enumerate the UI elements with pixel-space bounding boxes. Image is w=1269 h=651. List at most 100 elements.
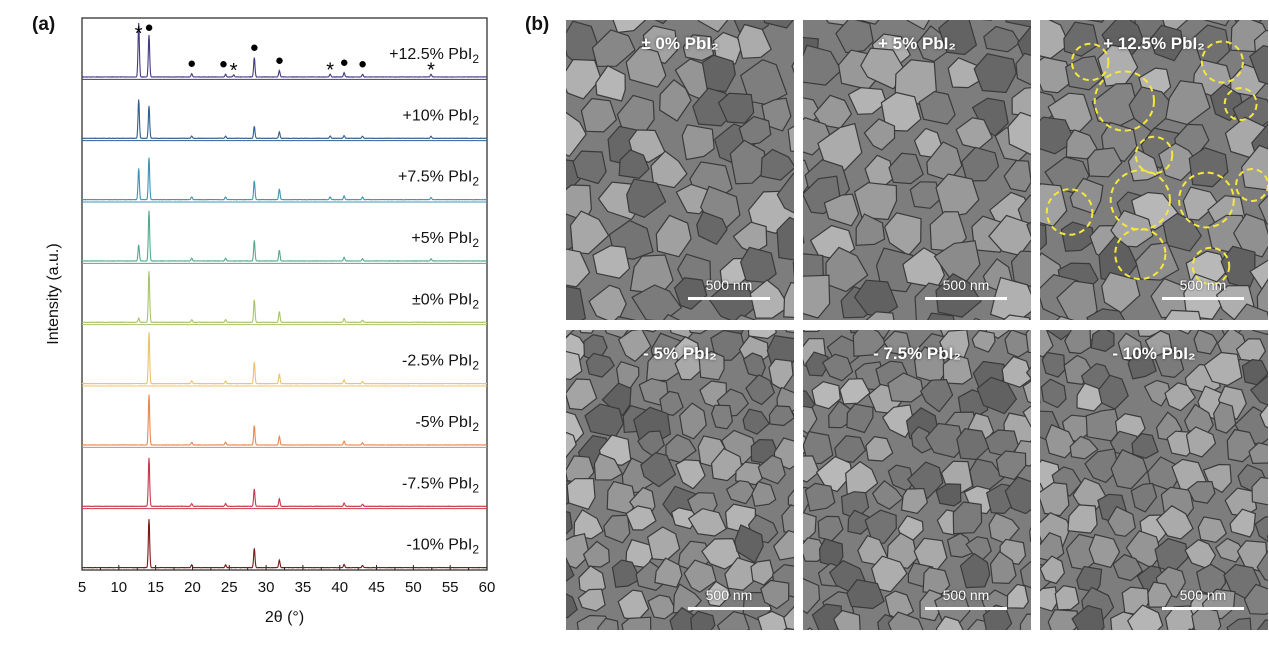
grain bbox=[1041, 351, 1066, 378]
grain bbox=[870, 555, 908, 593]
grain bbox=[918, 90, 956, 125]
series-label: +12.5% PbI2 bbox=[389, 46, 479, 66]
grain bbox=[1266, 535, 1268, 542]
grain bbox=[566, 58, 602, 100]
grain bbox=[1084, 448, 1120, 484]
sem-label: - 7.5% PbI₂ bbox=[873, 344, 961, 363]
grain bbox=[942, 354, 973, 385]
x-tick-label: 20 bbox=[184, 579, 201, 596]
grain bbox=[1029, 526, 1031, 542]
grain bbox=[846, 403, 874, 434]
dot-marker: ● bbox=[358, 56, 367, 73]
grain bbox=[566, 378, 598, 411]
grain bbox=[900, 487, 929, 515]
grain bbox=[566, 431, 577, 458]
grain bbox=[804, 482, 836, 512]
grain bbox=[1155, 505, 1194, 540]
grain bbox=[959, 552, 991, 589]
sem-label: ± 0% PbI₂ bbox=[641, 34, 719, 53]
grain bbox=[611, 559, 641, 588]
grain bbox=[1007, 111, 1031, 156]
grain bbox=[861, 20, 880, 25]
grain bbox=[593, 452, 624, 481]
series-line bbox=[81, 271, 488, 324]
grain bbox=[690, 610, 716, 630]
grain bbox=[1040, 183, 1068, 227]
grain bbox=[710, 404, 734, 430]
grain bbox=[1249, 375, 1268, 406]
grain bbox=[1254, 516, 1268, 543]
grain bbox=[618, 149, 650, 179]
grain bbox=[1256, 619, 1268, 630]
panel-b-label: (b) bbox=[525, 14, 550, 35]
series-label: +10% PbI2 bbox=[402, 107, 479, 127]
grain bbox=[1193, 330, 1218, 355]
dot-marker: ● bbox=[250, 39, 259, 56]
grain bbox=[625, 505, 657, 531]
grain bbox=[865, 311, 895, 320]
grain bbox=[579, 330, 595, 334]
grain bbox=[734, 314, 757, 320]
grain bbox=[1251, 476, 1268, 506]
grain bbox=[569, 210, 610, 255]
grain bbox=[1056, 280, 1098, 320]
grain bbox=[1040, 224, 1048, 251]
grain bbox=[1015, 52, 1031, 86]
grain bbox=[1137, 330, 1162, 338]
grain bbox=[1131, 432, 1159, 459]
dot-marker: ● bbox=[144, 19, 153, 36]
grain bbox=[946, 532, 976, 558]
grain bbox=[935, 615, 964, 630]
grain bbox=[919, 378, 954, 413]
grain bbox=[989, 276, 1031, 320]
grain bbox=[1240, 144, 1268, 191]
grain bbox=[566, 557, 575, 583]
grain bbox=[888, 152, 924, 185]
grain bbox=[595, 65, 626, 102]
grain bbox=[768, 405, 794, 427]
grain bbox=[1067, 504, 1098, 534]
grain bbox=[1188, 147, 1229, 188]
grain bbox=[1243, 583, 1268, 615]
grain bbox=[566, 511, 573, 535]
grain bbox=[973, 53, 1017, 94]
grain bbox=[1040, 116, 1076, 155]
grain bbox=[1046, 330, 1076, 341]
grain bbox=[641, 330, 657, 333]
grain bbox=[760, 148, 794, 181]
scale-bar-label: 500 nm bbox=[1179, 277, 1227, 293]
grain bbox=[750, 559, 775, 586]
grain bbox=[833, 609, 861, 630]
sem-image-plus5pct: + 5% PbI₂ 500 nm bbox=[803, 20, 1031, 320]
grain bbox=[863, 118, 896, 151]
scale-bar-label: 500 nm bbox=[942, 587, 990, 603]
scale-bar bbox=[1162, 607, 1244, 610]
grain bbox=[935, 483, 962, 507]
grain bbox=[675, 459, 706, 490]
x-axis-label: 2θ (°) bbox=[265, 609, 304, 626]
grain bbox=[806, 627, 814, 630]
grain bbox=[818, 538, 844, 568]
grain bbox=[971, 330, 996, 353]
grain bbox=[1006, 583, 1029, 609]
grain bbox=[572, 150, 607, 185]
series-line bbox=[81, 210, 488, 262]
highlight-circle bbox=[1178, 171, 1235, 229]
series-line bbox=[81, 99, 488, 140]
grain bbox=[585, 352, 615, 378]
grain bbox=[781, 504, 794, 534]
sem-image-minus10pct: - 10% PbI₂ 500 nm bbox=[1040, 330, 1268, 630]
grain bbox=[1126, 604, 1164, 630]
grain bbox=[751, 480, 777, 507]
scale-bar-label: 500 nm bbox=[705, 587, 753, 603]
grain bbox=[791, 409, 794, 417]
grain bbox=[1164, 382, 1197, 412]
grain bbox=[626, 178, 667, 218]
grain bbox=[696, 211, 728, 246]
grain bbox=[735, 461, 764, 486]
grain bbox=[1088, 533, 1121, 569]
grain bbox=[566, 350, 583, 381]
xrd-chart: 5 10 15 20 25 30 35 40 45 50 55 60 2θ (°) Intensity (… bbox=[45, 17, 495, 626]
grain bbox=[783, 281, 794, 319]
star-marker: * bbox=[427, 60, 435, 82]
